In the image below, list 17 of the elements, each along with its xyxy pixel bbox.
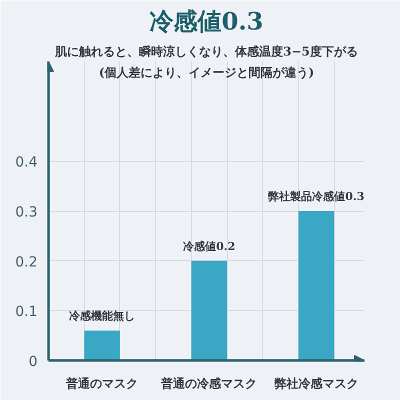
data-label: 弊社製品冷感値0.3 (268, 190, 364, 203)
chart-title: 冷感値0.3 (150, 6, 264, 36)
x-tick-label: 普通の冷感マスク (160, 376, 258, 390)
y-tick-label: 0 (28, 354, 38, 370)
annotation: (個人差により、イメージと間隔が違う) (98, 66, 314, 80)
y-tick-label: 0.2 (15, 254, 38, 270)
x-tick-label: 弊社冷感マスク (274, 376, 358, 390)
y-tick-label: 0.1 (15, 304, 38, 320)
bar (298, 211, 334, 360)
chart-subtitle: 肌に触れると、瞬時涼しくなり、体感温度3−5度下がる (54, 44, 358, 58)
y-tick-label: 0.4 (15, 154, 38, 171)
data-label: 冷感機能無し (69, 310, 136, 323)
bar (191, 260, 228, 360)
x-tick-label: 普通のマスク (65, 376, 138, 390)
y-tick-label: 0.3 (15, 204, 38, 220)
data-label: 冷感値0.2 (183, 240, 236, 253)
bar (84, 330, 120, 360)
